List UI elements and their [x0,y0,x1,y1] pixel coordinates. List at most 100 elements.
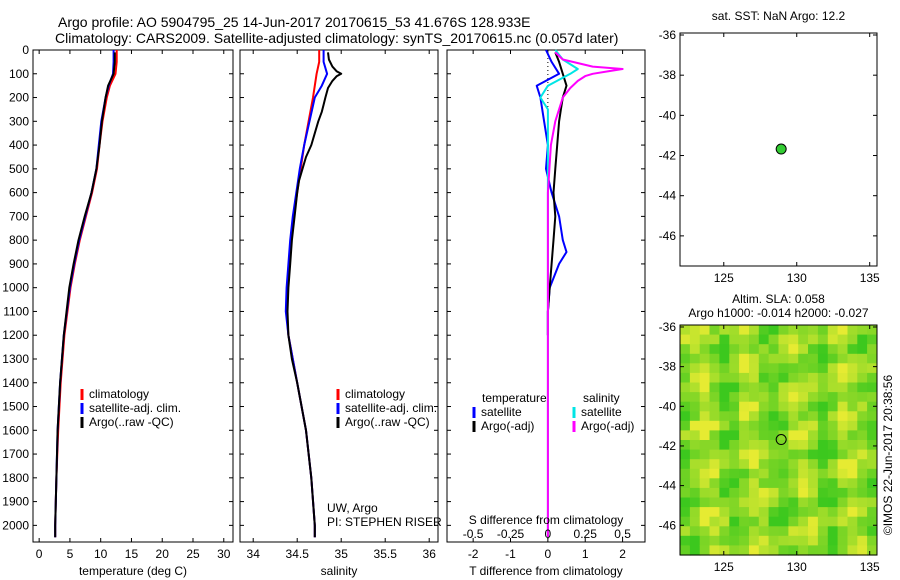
sla-cell [847,353,858,364]
depth-tick-label: 1800 [2,471,29,485]
x-tick-label: 36 [423,547,437,561]
sla-cell [768,420,779,431]
sla-cell [857,468,868,479]
depth-tick-label: 1500 [2,400,29,414]
lat-tick-label: -44 [659,189,677,203]
sla-cell [847,507,858,518]
depth-tick-label: 0 [22,43,29,57]
sla-cell [680,353,691,364]
sla-cell [837,440,848,451]
sla-cell [778,325,789,336]
x-tick-label: 30 [217,547,231,561]
sla-cell [768,392,779,403]
sla-cell [847,363,858,374]
sla-cell [808,487,819,499]
sla-cell [719,487,730,499]
sla-cell [709,411,720,422]
lat-tick-label: -38 [659,360,677,374]
sla-cell [847,487,858,499]
sla-cell [768,411,779,422]
sla-cell [699,411,711,422]
sla-cell [808,526,819,537]
sla-cell [817,325,829,336]
lon-tick-label: 125 [714,560,734,574]
sla-cell [817,497,829,508]
x-tick-label: 5 [67,547,74,561]
sla-cell [768,478,779,489]
sla-cell [768,545,779,556]
legend-entry: climatology [89,387,149,401]
sla-cell [719,401,730,412]
sla-cell [837,516,848,527]
imos-timestamp-label: ©IMOS 22-Jun-2017 20:38:56 [881,375,895,536]
sla-cell [837,468,848,479]
sla-cell [817,430,829,441]
sla-cell [749,430,760,441]
sla-cell [837,497,848,508]
sla-cell [808,516,819,527]
salinity-axes-box [239,49,439,543]
sla-cell [808,478,819,489]
sla-cell [719,497,730,508]
lon-tick-label: 135 [860,560,880,574]
sla-cell [749,382,760,393]
sla-cell [857,363,868,374]
sla-cell [689,401,701,412]
sla-cell [788,353,799,364]
sla-cell [699,526,711,537]
sla-cell [857,459,868,470]
lon-tick-label: 130 [787,271,807,285]
x-tick-label: -1 [505,547,516,561]
sla-cell [857,325,868,336]
sla-cell [817,440,829,451]
sla-cell [680,545,691,556]
sla-cell [689,325,701,336]
sla-cell [778,459,789,470]
sla-cell [739,411,750,422]
lat-tick-label: -44 [659,479,677,493]
x-tick-label: 0 [545,547,552,561]
sla-cell [719,411,730,422]
sst-map-title: sat. SST: NaN Argo: 12.2 [712,9,846,23]
sla-cell [827,468,839,479]
sla-cell [680,478,691,489]
depth-tick-label: 1000 [2,281,29,295]
sla-cell [808,353,819,364]
sla-cell [709,372,720,384]
sla-cell [827,344,839,355]
x-tick-label: 20 [156,547,170,561]
sla-cell [857,420,868,431]
pi-annotation: PI: STEPHEN RISER [327,515,442,529]
lon-tick-label: 130 [787,560,807,574]
temperature-panel: 0100200300400500600700800900100011001200… [2,43,234,578]
sla-cell [778,478,789,489]
sla-cell [867,526,878,537]
sla-cell [719,325,730,336]
sla-cell [709,325,720,336]
sla-cell [719,507,730,518]
sla_map-panel: -36 -38 -40 -42 -44 -46 125 130 135 Altim. SLA: 0… [659,292,895,574]
sla-cell [788,440,799,451]
sla-cell [758,468,770,479]
sla-cell [680,372,691,384]
sla-cell [798,478,809,489]
sla-cell [808,449,819,460]
sla-cell [749,535,760,546]
sla-cell [749,372,760,384]
sla-cell [709,487,720,499]
sla-cell [798,440,809,451]
sla-cell [768,401,779,412]
sla-cell [827,334,839,345]
sla-cell [778,363,789,374]
x-axis-label: salinity [321,564,358,578]
sla-cell [798,497,809,508]
sla-cell [847,382,858,393]
sla-cell [867,392,878,403]
lon-tick-label: 125 [714,271,734,285]
sla-cell [867,487,878,499]
sla-cell [709,478,720,489]
sla-cell [778,535,789,546]
sla-cell [768,440,779,451]
sla-cell [719,353,730,364]
sla-cell [739,440,750,451]
